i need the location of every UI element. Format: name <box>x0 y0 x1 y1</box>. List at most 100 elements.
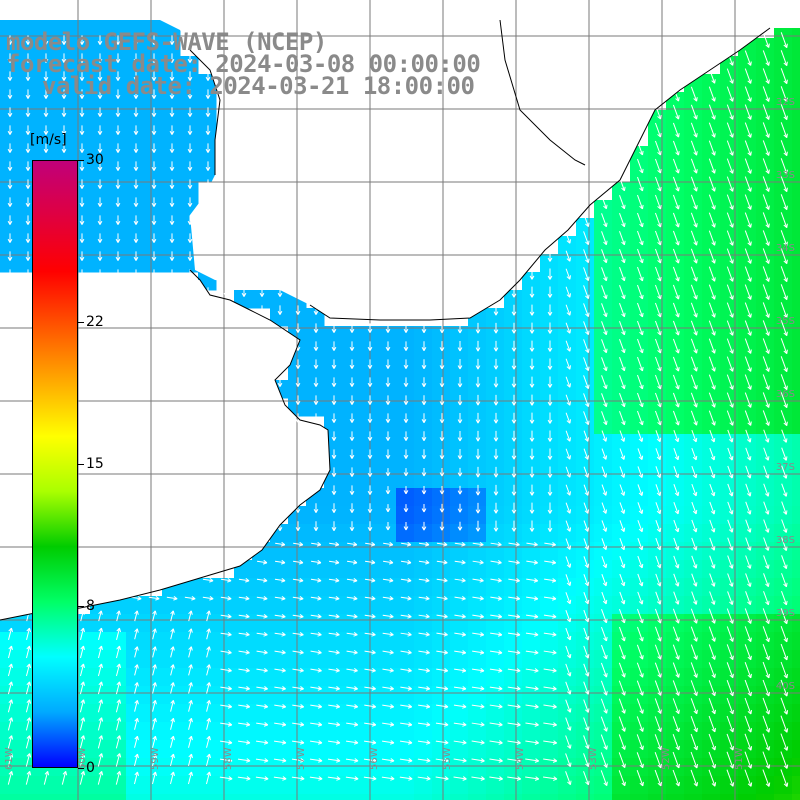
wind-arrow <box>328 704 341 709</box>
wind-arrow <box>507 740 521 745</box>
field-cell <box>576 470 595 489</box>
wind-arrow <box>169 179 175 189</box>
wind-arrow <box>637 248 644 264</box>
wind-arrow <box>583 231 590 245</box>
wind-arrow <box>526 542 538 547</box>
wind-arrow <box>654 626 662 642</box>
field-cell <box>324 326 343 345</box>
wind-arrow <box>618 662 626 678</box>
wind-arrow <box>152 753 157 767</box>
wind-arrow <box>311 541 322 547</box>
wind-arrow <box>745 555 752 569</box>
field-cell <box>774 128 793 147</box>
wind-arrow <box>313 359 319 369</box>
wind-arrow <box>295 305 301 315</box>
wind-arrow <box>25 215 31 225</box>
wind-arrow <box>238 722 251 727</box>
field-cell <box>0 56 19 75</box>
field-cell <box>648 254 667 273</box>
wind-arrow <box>619 321 626 336</box>
field-cell <box>774 650 793 669</box>
field-cell <box>342 758 361 777</box>
wind-arrow <box>637 230 644 246</box>
field-cell <box>378 704 397 723</box>
wind-arrow <box>439 323 445 334</box>
field-cell <box>576 290 595 309</box>
field-cell <box>504 344 523 363</box>
field-cell <box>324 578 343 597</box>
field-cell <box>432 632 451 651</box>
field-cell <box>360 524 379 543</box>
field-cell <box>468 686 487 705</box>
wind-arrow <box>601 249 608 264</box>
wind-arrow <box>475 340 481 352</box>
wind-arrow <box>690 86 698 102</box>
wind-arrow <box>115 717 122 731</box>
wind-arrow <box>762 140 770 156</box>
wind-arrow <box>309 758 323 763</box>
wind-arrow <box>206 628 211 640</box>
wind-arrow <box>97 107 103 117</box>
wind-arrow <box>780 643 788 661</box>
field-cell <box>666 164 685 183</box>
field-cell <box>0 236 19 255</box>
wind-arrow <box>187 125 193 135</box>
field-cell <box>18 740 37 759</box>
field-cell <box>486 398 505 417</box>
wind-arrow <box>292 631 304 637</box>
field-cell <box>558 542 577 561</box>
wind-arrow <box>526 596 539 601</box>
wind-arrow <box>403 449 409 459</box>
field-cell <box>612 686 631 705</box>
wind-arrow <box>403 521 409 531</box>
wind-arrow <box>583 267 590 281</box>
wind-arrow <box>399 776 413 781</box>
wind-arrow <box>385 359 391 369</box>
field-cell <box>666 290 685 309</box>
wind-arrow <box>310 577 322 583</box>
wind-arrow <box>672 751 680 769</box>
wind-arrow <box>202 595 214 601</box>
field-cell <box>684 254 703 273</box>
wind-arrow <box>636 752 644 769</box>
wind-arrow <box>151 143 157 153</box>
field-cell <box>342 344 361 363</box>
wind-arrow <box>134 610 139 622</box>
field-cell <box>396 362 415 381</box>
field-cell <box>18 704 37 723</box>
field-cell <box>162 254 181 273</box>
field-cell <box>792 722 800 741</box>
field-cell <box>702 794 721 800</box>
field-cell <box>360 578 379 597</box>
wind-arrow <box>709 555 716 569</box>
wind-arrow <box>435 740 449 745</box>
field-cell <box>0 182 19 201</box>
wind-arrow <box>529 520 535 532</box>
field-cell <box>126 182 145 201</box>
field-cell <box>648 722 667 741</box>
wind-arrow <box>310 595 322 601</box>
field-cell <box>486 542 505 561</box>
wind-arrow <box>672 266 680 282</box>
wind-arrow <box>708 158 716 174</box>
field-cell <box>162 128 181 147</box>
wind-arrow <box>507 722 521 727</box>
wind-arrow <box>565 699 572 713</box>
field-cell <box>180 596 199 615</box>
field-cell <box>540 578 559 597</box>
field-cell <box>540 722 559 741</box>
field-cell <box>738 164 757 183</box>
wind-arrow <box>763 573 770 588</box>
field-cell <box>594 434 613 453</box>
field-cell <box>306 794 325 800</box>
field-cell <box>774 362 793 381</box>
field-cell <box>198 758 217 777</box>
wind-arrow <box>655 573 662 587</box>
wind-arrow <box>187 161 193 171</box>
wind-arrow <box>762 266 770 282</box>
wind-arrow <box>565 520 572 532</box>
wind-arrow <box>744 320 752 336</box>
wind-arrow <box>79 125 85 135</box>
field-cell <box>792 146 800 165</box>
wind-arrow <box>619 484 626 496</box>
